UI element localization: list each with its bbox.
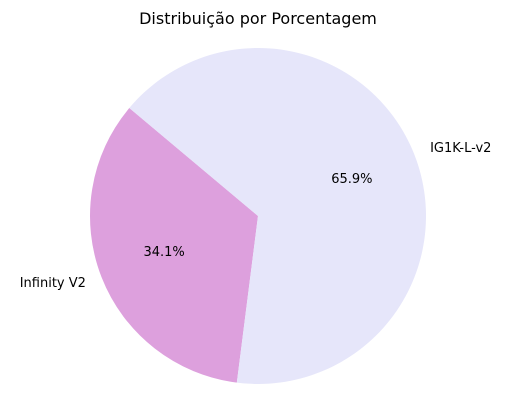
pie-slice-1 (129, 47, 427, 384)
slice-label-0: Infinity V2 (20, 276, 86, 291)
pie-slices (90, 47, 427, 384)
chart-title: Distribuição por Porcentagem (139, 9, 377, 28)
pie-slice-0 (90, 108, 259, 383)
slice-pct-0: 34.1% (143, 245, 184, 260)
slice-pct-1: 65.9% (331, 172, 372, 187)
slice-label-1: IG1K-L-v2 (430, 141, 491, 156)
pie-labels: Infinity V2 34.1% IG1K-L-v2 65.9% (20, 141, 492, 291)
